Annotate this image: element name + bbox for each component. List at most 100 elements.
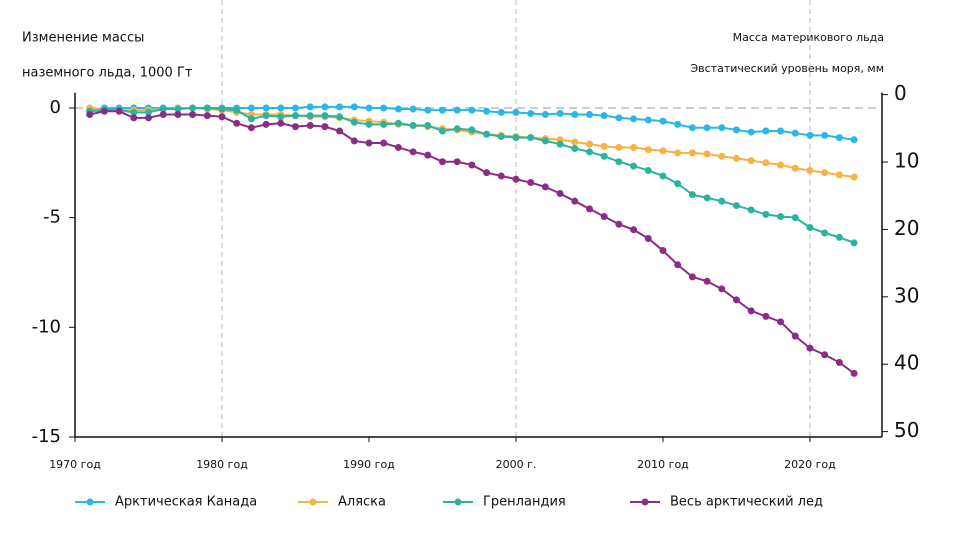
y2-axis-title: Эвстатический уровень моря, мм xyxy=(690,62,884,75)
series-marker xyxy=(556,109,564,117)
series-marker xyxy=(130,114,138,122)
series-marker xyxy=(512,134,520,142)
x-tick-label: 1980 год xyxy=(196,458,248,471)
series-marker xyxy=(571,145,579,153)
series-marker xyxy=(174,111,182,119)
series-marker xyxy=(762,159,770,167)
series-marker xyxy=(688,273,696,281)
series-marker xyxy=(262,120,270,128)
y-axis-title: наземного льда, 1000 Гт xyxy=(22,66,193,81)
series-marker xyxy=(115,107,123,115)
series-marker xyxy=(144,114,152,122)
series-marker xyxy=(674,261,682,269)
series-marker xyxy=(321,112,329,120)
series-marker xyxy=(189,111,197,119)
series-marker xyxy=(424,151,432,159)
series-marker xyxy=(762,210,770,218)
series-marker xyxy=(615,158,623,166)
series-marker xyxy=(703,194,711,202)
series-marker xyxy=(791,214,799,222)
series-marker xyxy=(674,149,682,157)
series-marker xyxy=(600,152,608,160)
series-marker xyxy=(350,137,358,145)
x-tick-label: 1970 год xyxy=(49,458,101,471)
y2-tick-label: 0 xyxy=(894,81,907,105)
y2-tick-label: 20 xyxy=(894,216,919,240)
series-marker xyxy=(321,123,329,131)
series-marker xyxy=(777,127,785,135)
series-marker xyxy=(571,197,579,205)
series-marker xyxy=(850,173,858,181)
series-marker xyxy=(350,103,358,111)
series-marker xyxy=(453,158,461,166)
series-marker xyxy=(659,247,667,255)
series-marker xyxy=(821,131,829,139)
series-marker xyxy=(380,120,388,128)
series-marker xyxy=(130,108,138,116)
series-marker xyxy=(189,104,197,112)
series-marker xyxy=(306,112,314,120)
series-marker xyxy=(394,143,402,151)
series-marker xyxy=(306,122,314,130)
series-marker xyxy=(527,179,535,187)
series-marker xyxy=(453,125,461,133)
x-tick-label: 2000 г. xyxy=(496,458,537,471)
series-marker xyxy=(497,172,505,180)
series-marker xyxy=(453,106,461,114)
series-marker xyxy=(336,127,344,135)
series-marker xyxy=(468,161,476,169)
series-marker xyxy=(203,104,211,112)
series-marker xyxy=(291,123,299,131)
series-marker xyxy=(585,111,593,119)
series-marker xyxy=(365,120,373,128)
series-marker xyxy=(732,126,740,134)
series-marker xyxy=(835,358,843,366)
series-marker xyxy=(747,206,755,214)
series-marker xyxy=(277,104,285,112)
series-marker xyxy=(424,106,432,114)
series-marker xyxy=(306,103,314,111)
series-marker xyxy=(527,134,535,142)
series-marker xyxy=(483,107,491,115)
series-marker xyxy=(806,224,814,232)
series-marker xyxy=(233,106,241,114)
series-marker xyxy=(850,239,858,247)
series-marker xyxy=(541,137,549,145)
series-line xyxy=(89,110,855,375)
x-tick-label: 2010 год xyxy=(637,458,689,471)
series-marker xyxy=(791,332,799,340)
series-marker xyxy=(571,111,579,119)
series-marker xyxy=(438,158,446,166)
legend-label: Арктическая Канада xyxy=(115,495,257,510)
series-marker xyxy=(336,103,344,111)
series-marker xyxy=(835,233,843,241)
series-marker xyxy=(291,112,299,120)
legend-marker xyxy=(454,498,462,506)
legend-marker xyxy=(86,498,94,506)
series-marker xyxy=(483,169,491,177)
series-marker xyxy=(732,202,740,210)
series-marker xyxy=(791,129,799,137)
series-marker xyxy=(512,175,520,183)
series-marker xyxy=(394,105,402,113)
series-marker xyxy=(438,106,446,114)
series-marker xyxy=(527,109,535,117)
series-marker xyxy=(821,229,829,237)
series-marker xyxy=(659,172,667,180)
series-marker xyxy=(674,120,682,128)
series-marker xyxy=(600,112,608,120)
series-marker xyxy=(644,116,652,124)
series-marker xyxy=(233,119,241,127)
series-marker xyxy=(688,124,696,132)
y-tick-label: -5 xyxy=(43,207,61,228)
series-marker xyxy=(247,124,255,132)
series-marker xyxy=(468,106,476,114)
series-marker xyxy=(615,220,623,228)
series-marker xyxy=(762,312,770,320)
series-marker xyxy=(747,128,755,136)
series-marker xyxy=(394,119,402,127)
series-marker xyxy=(365,139,373,147)
series-marker xyxy=(806,344,814,352)
